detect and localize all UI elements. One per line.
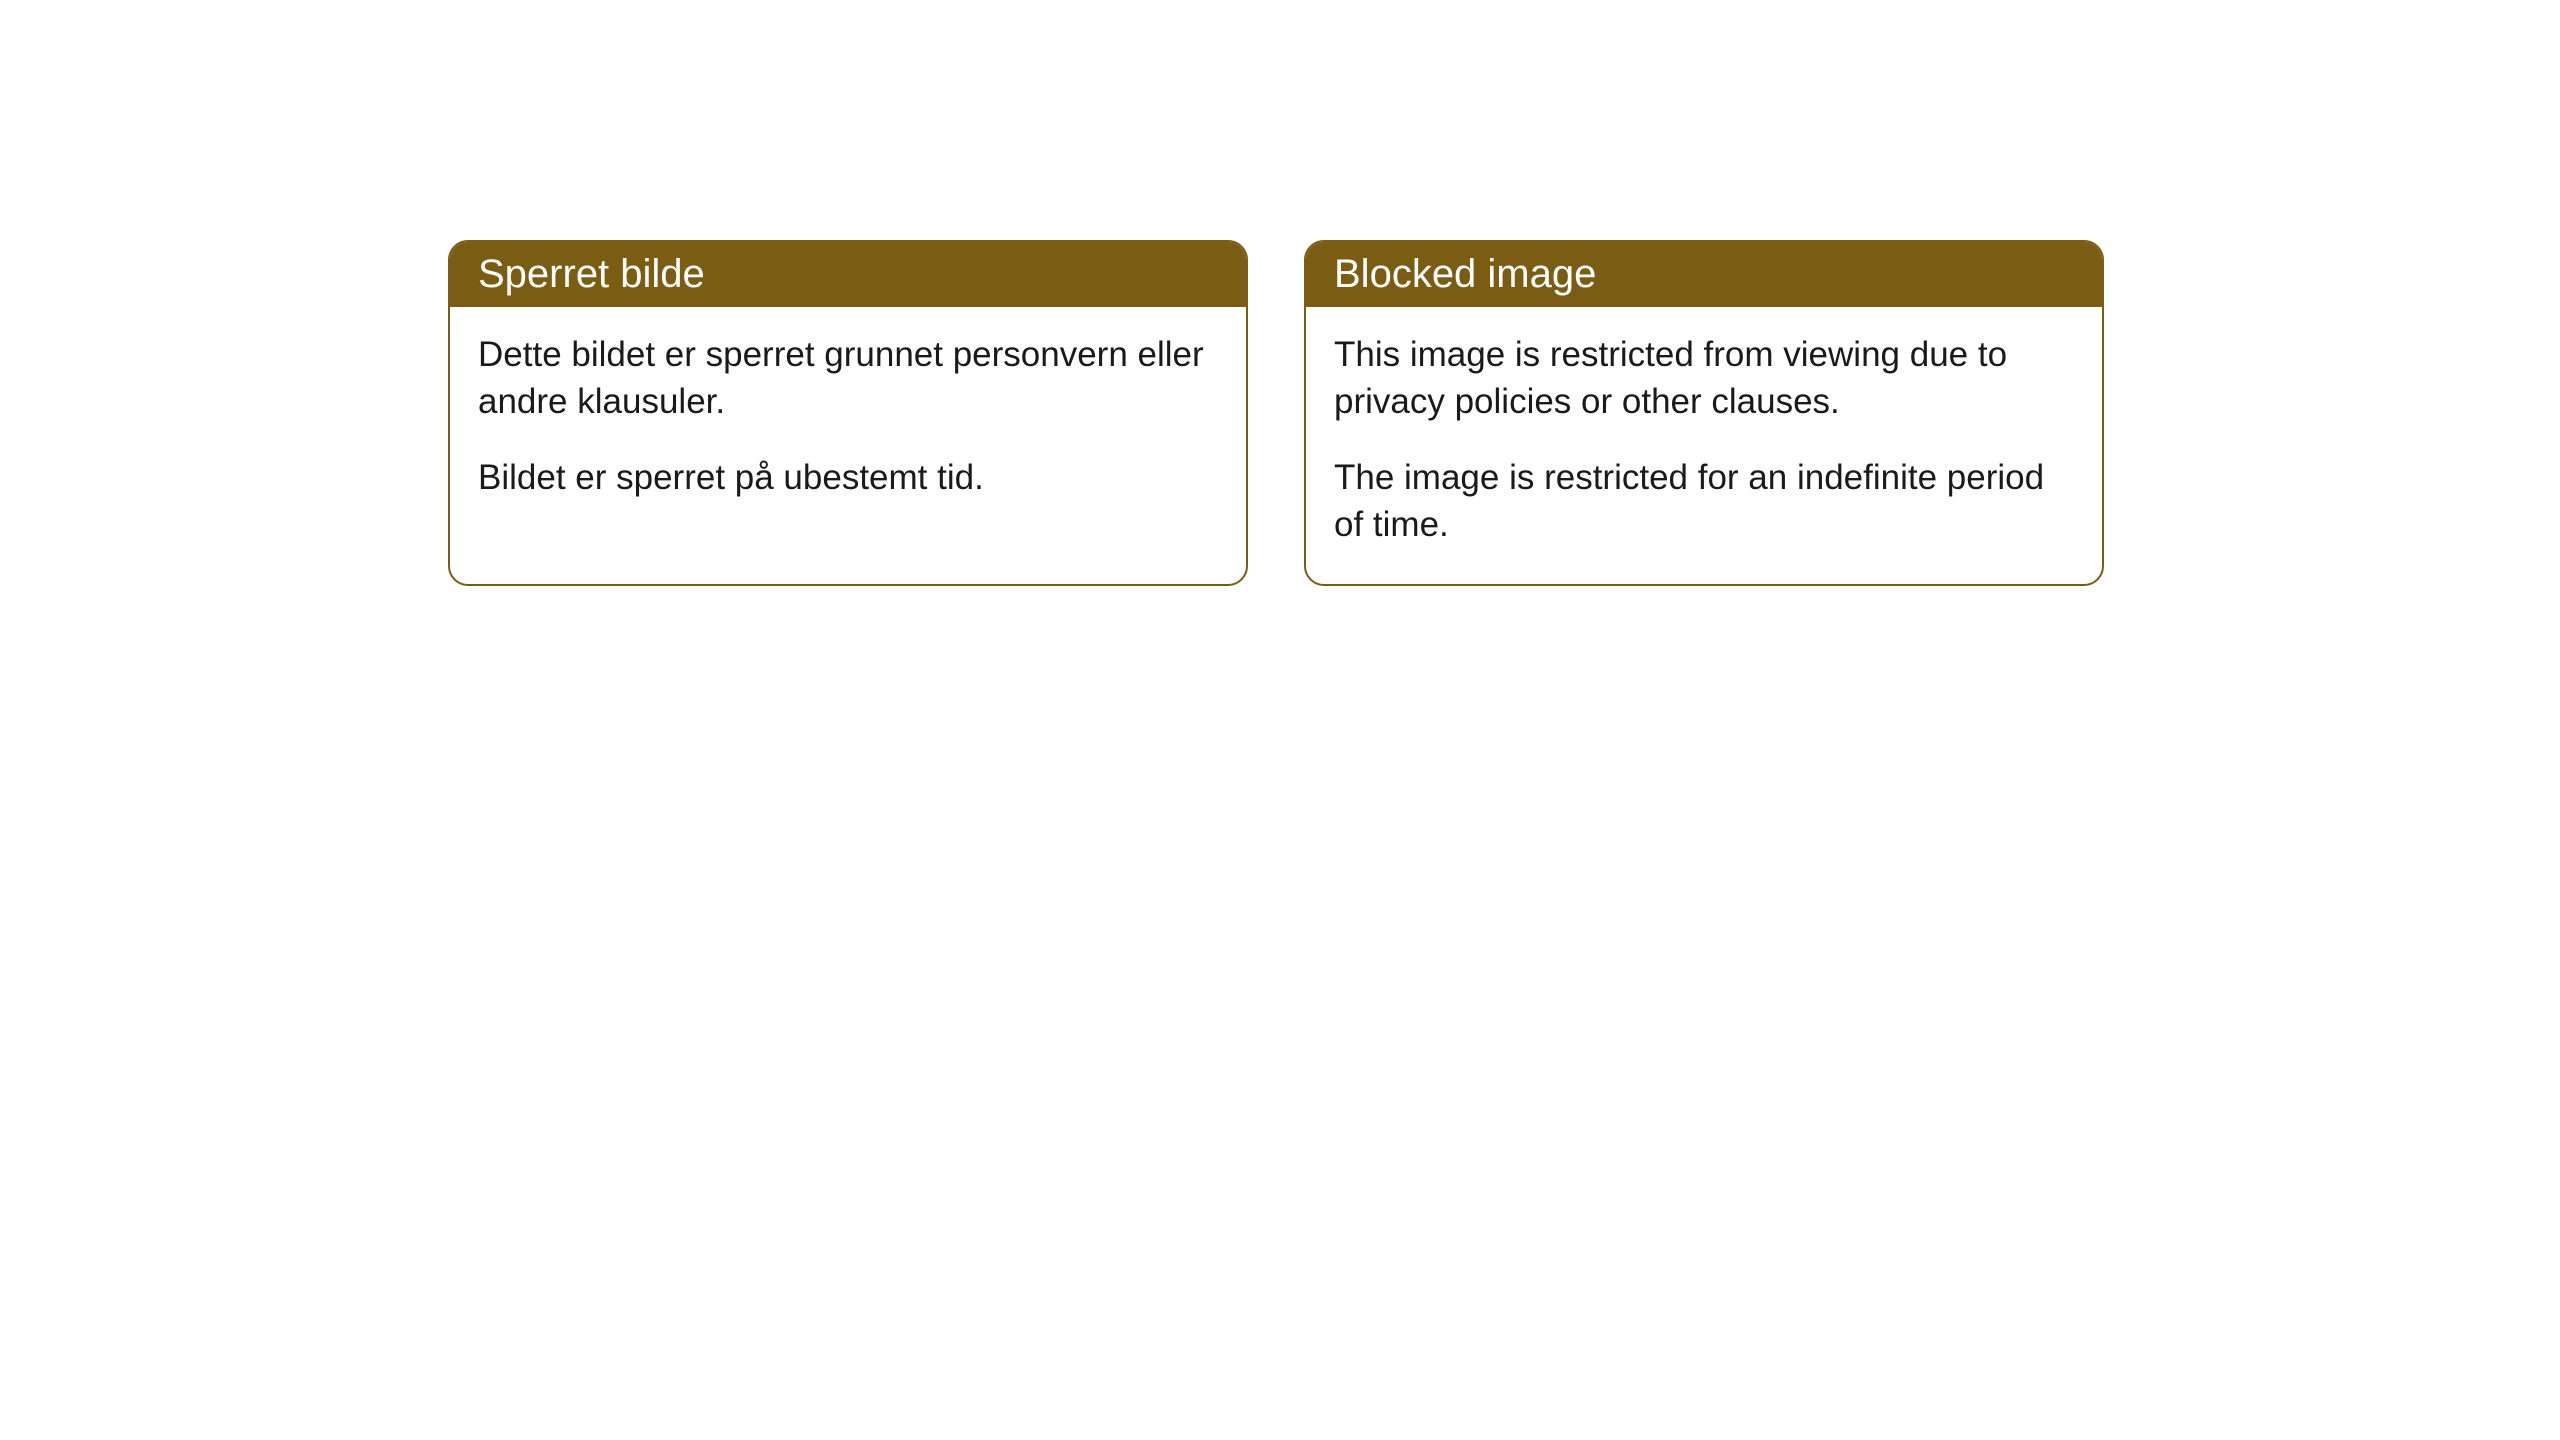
card-paragraph: Dette bildet er sperret grunnet personve… — [478, 331, 1218, 426]
card-title: Blocked image — [1334, 252, 1596, 296]
card-paragraph: Bildet er sperret på ubestemt tid. — [478, 454, 1218, 501]
notice-card-english: Blocked image This image is restricted f… — [1304, 240, 2104, 586]
card-paragraph: The image is restricted for an indefinit… — [1334, 454, 2074, 549]
card-body: This image is restricted from viewing du… — [1306, 307, 2102, 584]
card-paragraph: This image is restricted from viewing du… — [1334, 331, 2074, 426]
notice-card-norwegian: Sperret bilde Dette bildet er sperret gr… — [448, 240, 1248, 586]
notice-cards-container: Sperret bilde Dette bildet er sperret gr… — [0, 0, 2560, 586]
card-body: Dette bildet er sperret grunnet personve… — [450, 307, 1246, 537]
card-header: Blocked image — [1306, 242, 2102, 307]
card-header: Sperret bilde — [450, 242, 1246, 307]
card-title: Sperret bilde — [478, 252, 705, 296]
